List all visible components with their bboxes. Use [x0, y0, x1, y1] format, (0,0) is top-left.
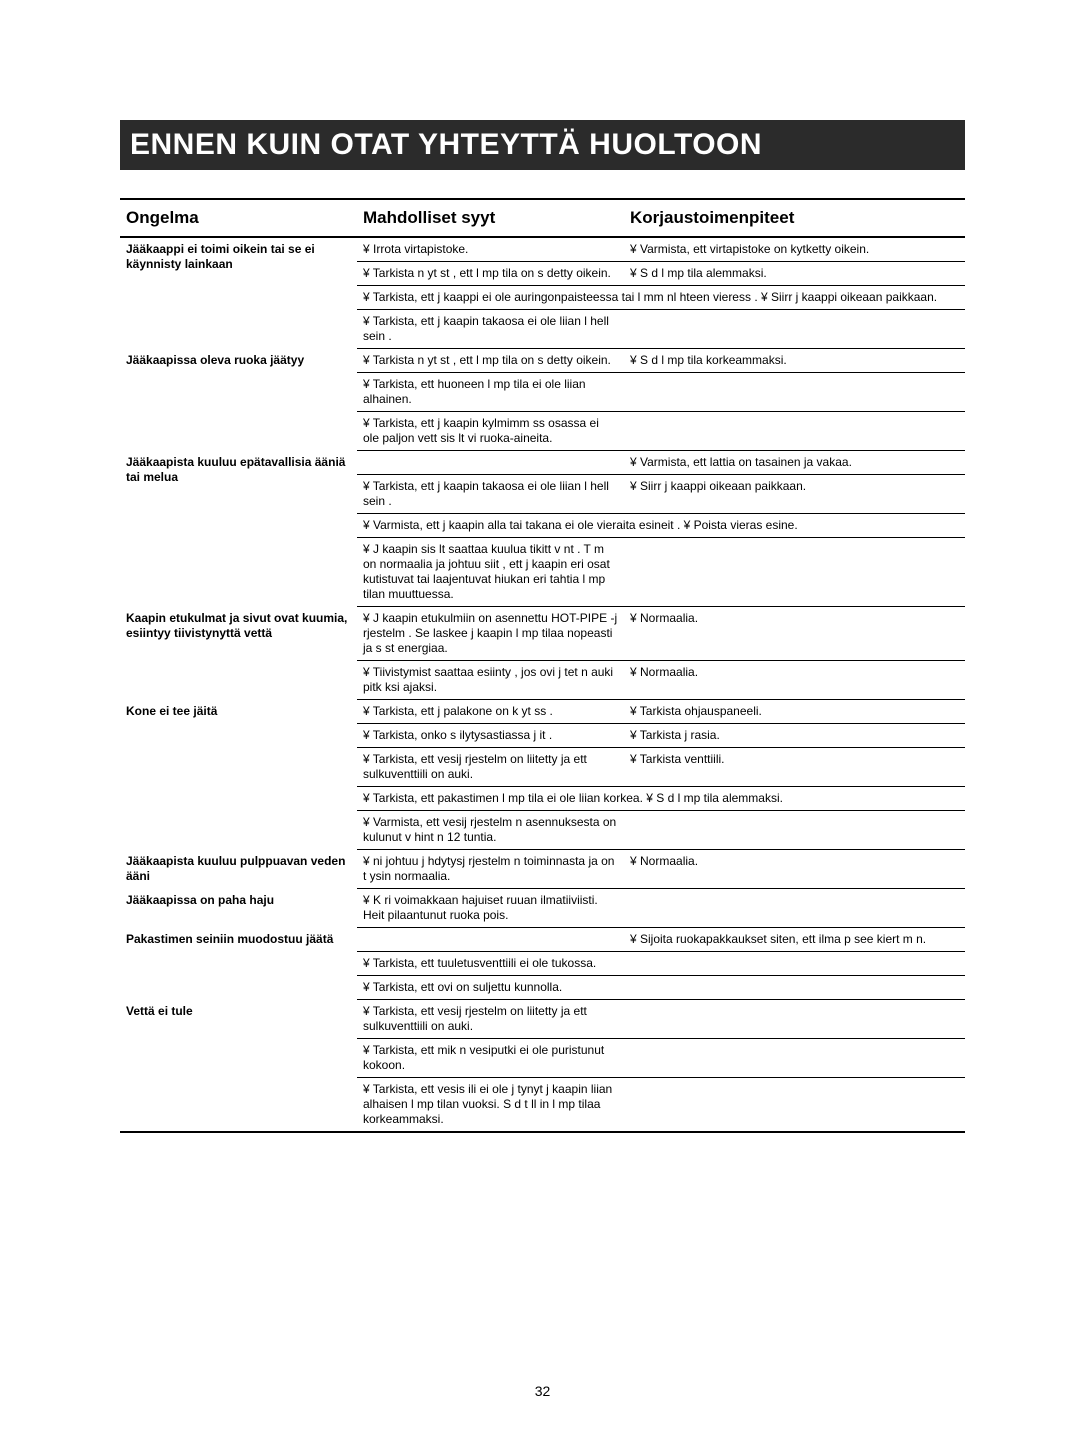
cause-cell: ¥ Tarkista, ett j palakone on k yt ss . [357, 700, 624, 724]
fix-cell: ¥ Sijoita ruokapakkaukset siten, ett ilm… [624, 928, 965, 952]
fix-cell [624, 889, 965, 928]
cause-cell: ¥ J kaapin etukulmiin on asennettu HOT-P… [357, 607, 624, 661]
fix-cell [624, 1000, 965, 1039]
fix-cell: ¥ Tarkista j rasia. [624, 724, 965, 748]
troubleshoot-table: Ongelma Mahdolliset syyt Korjaustoimenpi… [120, 198, 965, 1133]
cause-cell: ¥ Tarkista, ett mik n vesiputki ei ole p… [357, 1039, 624, 1078]
cause-cell: ¥ J kaapin sis lt saattaa kuulua tikitt … [357, 538, 624, 607]
cause-cell: ¥ ni johtuu j hdytysj rjestelm n toiminn… [357, 850, 624, 889]
problem-cell: Pakastimen seiniin muodostuu jäätä [120, 928, 357, 1000]
fix-cell: ¥ S d l mp tila alemmaksi. [624, 262, 965, 286]
fix-cell: ¥ S d l mp tila korkeammaksi. [624, 349, 965, 373]
cause-cell: ¥ Tarkista, ett j kaapin takaosa ei ole … [357, 475, 624, 514]
cause-cell: ¥ Varmista, ett vesij rjestelm n asennuk… [357, 811, 624, 850]
page-number: 32 [120, 1383, 965, 1399]
cause-cell: ¥ Tarkista n yt st , ett l mp tila on s … [357, 349, 624, 373]
cause-fix-cell: ¥ Varmista, ett j kaapin alla tai takana… [357, 514, 965, 538]
cause-cell: ¥ Tarkista, ett vesij rjestelm on liitet… [357, 748, 624, 787]
fix-cell [624, 952, 965, 976]
fix-cell: ¥ Tarkista venttiili. [624, 748, 965, 787]
problem-cell: Jääkaappi ei toimi oikein tai se ei käyn… [120, 237, 357, 349]
fix-cell: ¥ Normaalia. [624, 607, 965, 661]
problem-cell: Jääkaapissa on paha haju [120, 889, 357, 928]
cause-cell: ¥ Tarkista, ett j kaapin kylmimm ss osas… [357, 412, 624, 451]
header-problem: Ongelma [120, 199, 357, 237]
page-title: ENNEN KUIN OTAT YHTEYTTÄ HUOLTOON [120, 120, 965, 170]
cause-cell: ¥ Tarkista, ett tuuletusventtiili ei ole… [357, 952, 624, 976]
fix-cell: ¥ Normaalia. [624, 850, 965, 889]
cause-cell: ¥ Tarkista, ett ovi on suljettu kunnolla… [357, 976, 624, 1000]
cause-fix-cell: ¥ Tarkista, ett pakastimen l mp tila ei … [357, 787, 965, 811]
cause-fix-cell: ¥ Tarkista, ett j kaappi ei ole auringon… [357, 286, 965, 310]
cause-cell: ¥ Tarkista, ett j kaapin takaosa ei ole … [357, 310, 624, 349]
cause-cell: ¥ K ri voimakkaan hajuiset ruuan ilmatii… [357, 889, 624, 928]
cause-cell: ¥ Tiivistymist saattaa esiinty , jos ovi… [357, 661, 624, 700]
fix-cell [624, 373, 965, 412]
cause-cell: ¥ Irrota virtapistoke. [357, 237, 624, 262]
header-fix: Korjaustoimenpiteet [624, 199, 965, 237]
fix-cell [624, 1078, 965, 1133]
header-cause: Mahdolliset syyt [357, 199, 624, 237]
problem-cell: Kone ei tee jäitä [120, 700, 357, 850]
fix-cell [624, 538, 965, 607]
fix-cell [624, 1039, 965, 1078]
fix-cell [624, 310, 965, 349]
fix-cell [624, 412, 965, 451]
problem-cell: Vettä ei tule [120, 1000, 357, 1133]
fix-cell [624, 976, 965, 1000]
fix-cell [624, 811, 965, 850]
fix-cell: ¥ Varmista, ett virtapistoke on kytketty… [624, 237, 965, 262]
fix-cell: ¥ Tarkista ohjauspaneeli. [624, 700, 965, 724]
problem-cell: Jääkaapissa oleva ruoka jäätyy [120, 349, 357, 451]
cause-cell: ¥ Tarkista, onko s ilytysastiassa j it . [357, 724, 624, 748]
cause-cell: ¥ Tarkista, ett huoneen l mp tila ei ole… [357, 373, 624, 412]
cause-cell [357, 928, 624, 952]
fix-cell: ¥ Siirr j kaappi oikeaan paikkaan. [624, 475, 965, 514]
cause-cell [357, 451, 624, 475]
cause-cell: ¥ Tarkista, ett vesij rjestelm on liitet… [357, 1000, 624, 1039]
cause-cell: ¥ Tarkista n yt st , ett l mp tila on s … [357, 262, 624, 286]
fix-cell: ¥ Varmista, ett lattia on tasainen ja va… [624, 451, 965, 475]
problem-cell: Jääkaapista kuuluu epätavallisia ääniä t… [120, 451, 357, 607]
problem-cell: Jääkaapista kuuluu pulppuavan veden ääni [120, 850, 357, 889]
fix-cell: ¥ Normaalia. [624, 661, 965, 700]
problem-cell: Kaapin etukulmat ja sivut ovat kuumia, e… [120, 607, 357, 700]
cause-cell: ¥ Tarkista, ett vesis ili ei ole j tynyt… [357, 1078, 624, 1133]
